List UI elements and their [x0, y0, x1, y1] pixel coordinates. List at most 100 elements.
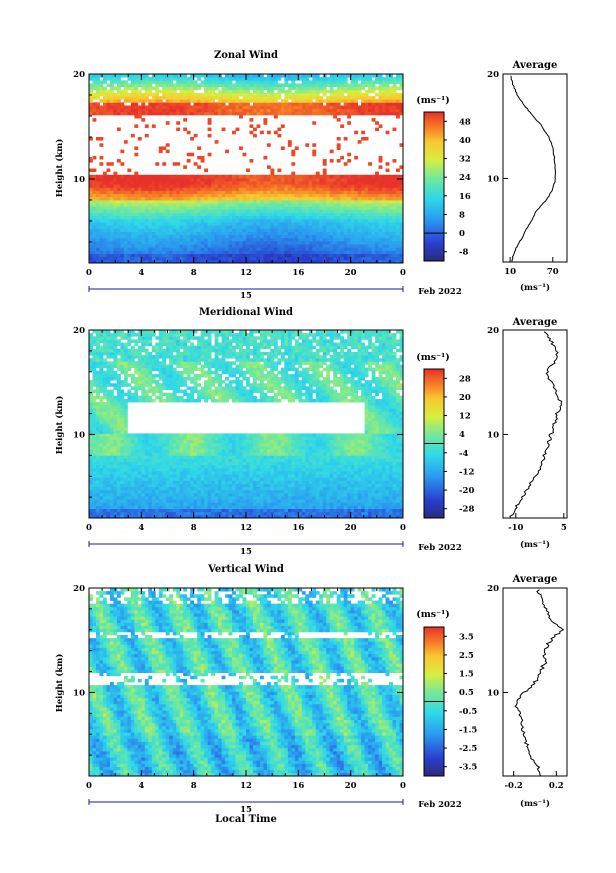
heatmap-cell: [137, 206, 142, 210]
heatmap-cell: [172, 92, 177, 97]
heatmap-cell: [382, 193, 386, 198]
heatmap-cell: [207, 177, 212, 182]
heatmap-cell: [89, 77, 93, 81]
heatmap-cell: [148, 511, 153, 516]
heatmap-cell: [322, 234, 327, 239]
heatmap-cell: [246, 99, 250, 103]
heatmap-cell: [270, 250, 275, 254]
heatmap-cell: [228, 74, 233, 78]
heatmap-cell: [259, 215, 264, 220]
heatmap-cell: [326, 514, 331, 519]
heatmap-cell: [347, 514, 352, 519]
heatmap-cell: [197, 155, 202, 160]
heatmap-cell: [207, 212, 212, 217]
heatmap-cell: [218, 492, 222, 497]
heatmap-cell: [368, 174, 372, 179]
heatmap-cell: [92, 184, 97, 188]
heatmap-cell: [204, 477, 209, 481]
heatmap-cell: [249, 228, 254, 232]
heatmap-cell: [294, 492, 299, 497]
heatmap-cell: [106, 177, 111, 182]
heatmap-cell: [134, 502, 139, 506]
heatmap-cell: [357, 480, 362, 484]
heatmap-cell: [148, 225, 153, 229]
heatmap-cell: [273, 250, 278, 254]
heatmap-cell: [190, 222, 195, 226]
heatmap-cell: [389, 181, 393, 185]
heatmap-cell: [364, 228, 369, 232]
heatmap-cell: [375, 209, 379, 213]
heatmap-cell: [186, 228, 191, 232]
heatmap-cell: [176, 502, 181, 506]
heatmap-cell: [378, 244, 383, 248]
heatmap-cell: [179, 193, 184, 198]
heatmap-cell: [221, 492, 226, 497]
heatmap-cell: [134, 212, 139, 217]
heatmap-cell: [389, 240, 393, 245]
heatmap-cell: [277, 184, 282, 188]
heatmap-cell: [315, 111, 320, 116]
heatmap-cell: [361, 259, 366, 264]
heatmap-cell: [232, 203, 236, 207]
heatmap-cell: [155, 111, 160, 116]
heatmap-cell: [343, 99, 348, 103]
heatmap-cell: [396, 247, 400, 251]
heatmap-cell: [354, 96, 359, 100]
heatmap-cell: [305, 492, 310, 497]
heatmap-cell: [137, 74, 142, 78]
heatmap-cell: [259, 83, 264, 87]
heatmap-cell: [291, 514, 296, 519]
heatmap-cell: [375, 177, 379, 182]
heatmap-cell: [319, 480, 324, 484]
heatmap-cell: [354, 174, 359, 179]
heatmap-cell: [333, 203, 338, 207]
heatmap-cell: [109, 99, 114, 103]
heatmap-cell: [389, 256, 393, 261]
heatmap-cell: [113, 511, 118, 516]
heatmap-cell: [186, 152, 191, 157]
heatmap-cell: [123, 231, 128, 236]
heatmap-cell: [207, 200, 212, 204]
heatmap-cell: [200, 187, 205, 191]
heatmap-cell: [232, 480, 236, 484]
heatmap-cell: [340, 196, 345, 201]
heatmap-cell: [211, 505, 215, 509]
heatmap-cell: [200, 237, 205, 242]
heatmap-cell: [221, 499, 226, 503]
y-tick-label: 20: [73, 70, 85, 80]
heatmap-cell: [134, 259, 139, 264]
heatmap-cell: [141, 489, 146, 494]
heatmap-cell: [144, 193, 149, 198]
heatmap-cell: [263, 225, 268, 229]
heatmap-cell: [392, 502, 397, 506]
heatmap-cell: [95, 259, 100, 264]
heatmap-cell: [109, 228, 114, 232]
heatmap-cell: [130, 99, 135, 103]
heatmap-cell: [183, 253, 188, 258]
heatmap-cell: [287, 96, 292, 100]
heatmap-cell: [259, 184, 264, 188]
heatmap-cell: [259, 130, 264, 135]
heatmap-cell: [162, 218, 167, 223]
heatmap-cell: [186, 187, 191, 191]
heatmap-cell: [102, 196, 107, 201]
heatmap-cell: [130, 181, 135, 185]
heatmap-cell: [389, 250, 393, 254]
heatmap-cell: [155, 222, 160, 226]
heatmap-cell: [294, 215, 299, 220]
heatmap-cell: [130, 174, 135, 179]
heatmap-cell: [266, 505, 271, 509]
heatmap-cell: [340, 155, 345, 160]
heatmap-cell: [172, 108, 177, 113]
heatmap-cell: [158, 256, 163, 261]
heatmap-cell: [301, 108, 306, 113]
heatmap-cell: [301, 92, 306, 97]
heatmap-cell: [165, 143, 170, 147]
heatmap-cell: [364, 212, 369, 217]
heatmap-cell: [218, 247, 222, 251]
heatmap-cell: [266, 225, 271, 229]
heatmap-cell: [193, 228, 198, 232]
heatmap-cell: [137, 496, 142, 500]
heatmap-cell: [347, 212, 352, 217]
heatmap-cell: [116, 174, 121, 179]
